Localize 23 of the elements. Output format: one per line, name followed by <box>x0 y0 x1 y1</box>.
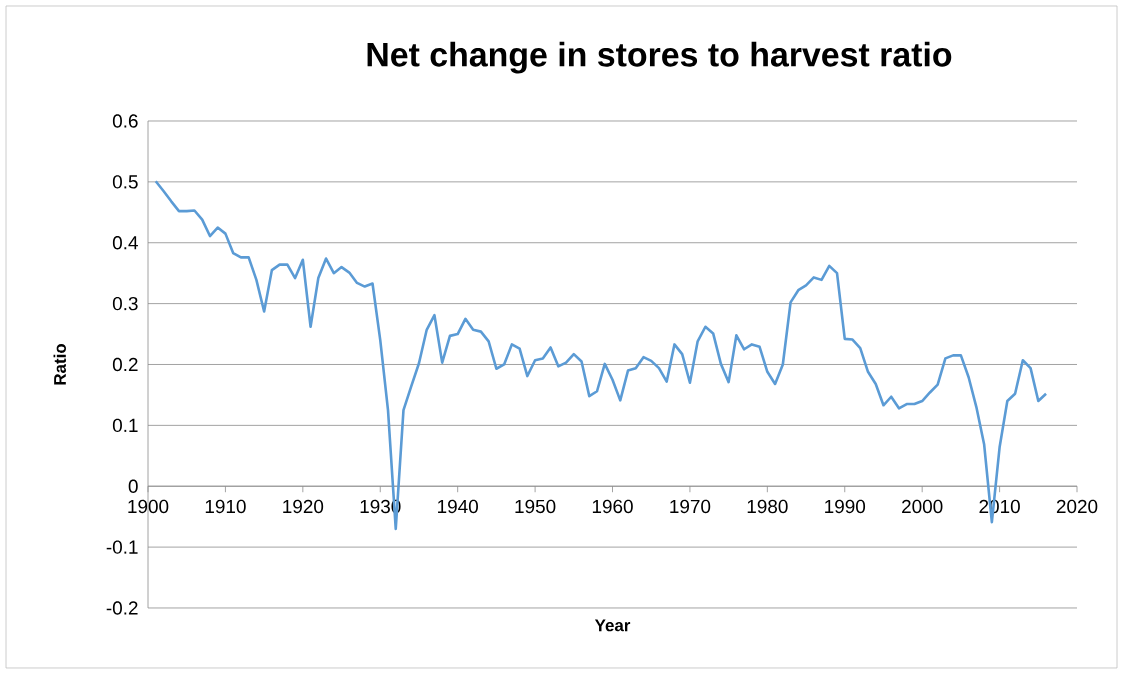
y-tick-label: 0.4 <box>112 236 138 250</box>
x-axis-title: Year <box>594 619 631 632</box>
x-tick-label: 1990 <box>825 499 866 514</box>
x-tick-label: 2020 <box>1056 499 1098 514</box>
x-tick-label: 1960 <box>592 499 633 514</box>
y-tick-label: -0.1 <box>106 540 138 554</box>
x-tick-label: 1980 <box>747 499 788 514</box>
x-tick-label: 1900 <box>128 499 169 514</box>
y-tick-label: 0.5 <box>112 175 138 189</box>
x-tick-label: 1920 <box>283 499 324 514</box>
y-tick-label: 0.1 <box>112 418 138 433</box>
x-tick-label: 1910 <box>205 499 246 514</box>
y-tick-label: 0.3 <box>112 296 138 311</box>
x-tick-label: 1950 <box>515 499 556 514</box>
x-tick-label: 1940 <box>438 499 478 514</box>
y-tick-label: -0.2 <box>106 601 138 615</box>
y-tick-label: 0.2 <box>112 357 138 372</box>
x-tick-label: 2000 <box>902 499 943 514</box>
y-tick-label: 0 <box>128 479 138 493</box>
chart-title: Net change in stores to harvest ratio <box>367 41 952 74</box>
y-tick-label: 0.6 <box>112 114 138 128</box>
y-axis-title: Ratio <box>53 343 66 385</box>
x-tick-label: 1970 <box>670 499 711 514</box>
